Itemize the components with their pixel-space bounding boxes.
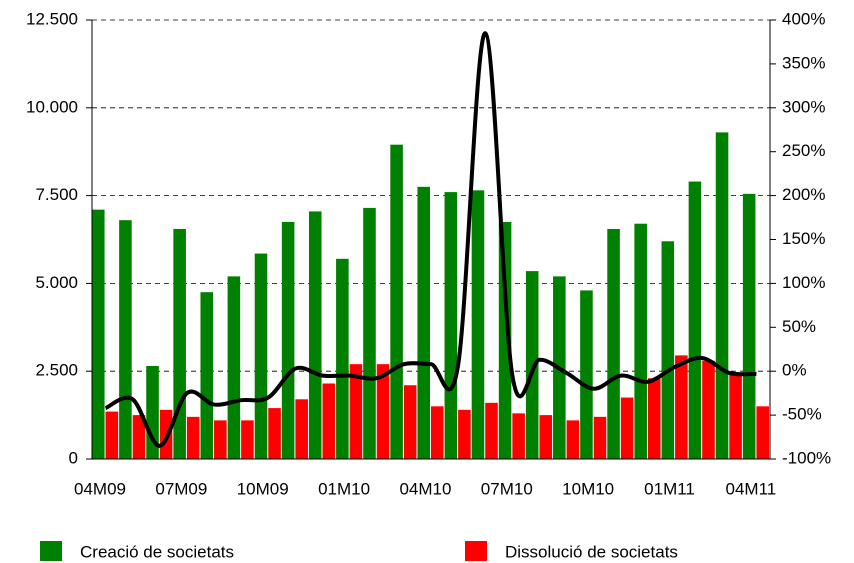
bar [119, 220, 132, 459]
bar [702, 360, 715, 459]
y-tick-label: 7.500 [35, 185, 78, 204]
bar [173, 228, 186, 459]
bar [200, 292, 214, 459]
bar [458, 409, 471, 459]
x-tick-label: 04M11 [726, 479, 777, 498]
legend-label: Dissolució de societats [505, 542, 678, 561]
bar [281, 221, 295, 459]
bar [715, 132, 729, 459]
x-tick-label: 10M10 [562, 479, 614, 498]
y-tick-label: 5.000 [35, 273, 78, 292]
bar [132, 415, 146, 459]
bar [444, 192, 458, 459]
bar [227, 276, 241, 459]
y2-tick-label: 400% [782, 9, 825, 28]
bar [376, 364, 390, 459]
y2-tick-label: 200% [782, 185, 825, 204]
bar [322, 383, 336, 459]
bar [688, 181, 702, 459]
bar [756, 406, 769, 459]
bar [661, 241, 675, 459]
x-tick-label: 10M09 [237, 479, 289, 498]
x-tick-label: 01M11 [644, 479, 695, 498]
y2-tick-label: 0% [782, 361, 807, 380]
legend-swatch [465, 541, 487, 561]
bar [390, 144, 403, 459]
x-tick-label: 04M10 [399, 479, 451, 498]
y-tick-label: 12.500 [26, 9, 78, 28]
bar [403, 385, 417, 459]
bar [498, 221, 512, 459]
bar [186, 416, 200, 459]
bar [336, 258, 349, 459]
bar [729, 374, 742, 459]
bar [214, 420, 227, 459]
y2-tick-label: 350% [782, 53, 825, 72]
bar [647, 378, 661, 459]
y-tick-label: 0 [69, 448, 78, 467]
bar [349, 364, 363, 459]
legend-swatch [40, 541, 62, 561]
y2-tick-label: 150% [782, 229, 825, 248]
y2-tick-label: 300% [782, 97, 825, 116]
bar [593, 416, 607, 459]
bar [539, 415, 553, 459]
bar [363, 207, 376, 459]
x-tick-label: 07M09 [155, 479, 207, 498]
bar [417, 186, 430, 459]
bar [92, 209, 105, 459]
bar [268, 408, 281, 459]
legend-label: Creació de societats [80, 542, 234, 561]
y2-tick-label: 250% [782, 141, 825, 160]
y2-tick-label: -50% [782, 405, 822, 424]
bar [431, 406, 444, 459]
bar [620, 397, 634, 459]
y-tick-label: 2.500 [35, 361, 78, 380]
bar [105, 411, 119, 459]
bar [566, 420, 580, 459]
line [104, 31, 757, 448]
bar [485, 402, 498, 459]
bar [742, 193, 756, 459]
bar [241, 420, 254, 459]
y2-tick-label: -100% [782, 448, 831, 467]
y2-tick-label: 50% [782, 317, 816, 336]
bar [295, 399, 308, 459]
bar [634, 223, 647, 459]
bar [675, 355, 688, 459]
bar [580, 290, 593, 459]
y2-tick-label: 100% [782, 273, 825, 292]
y-tick-label: 10.000 [26, 97, 78, 116]
x-tick-label: 04M09 [74, 479, 126, 498]
bar [254, 253, 268, 459]
bar [471, 190, 485, 459]
x-tick-label: 01M10 [318, 479, 370, 498]
bar [308, 211, 322, 459]
bar [607, 228, 620, 459]
x-tick-label: 07M10 [481, 479, 533, 498]
bar [525, 271, 539, 459]
bar [512, 413, 525, 459]
